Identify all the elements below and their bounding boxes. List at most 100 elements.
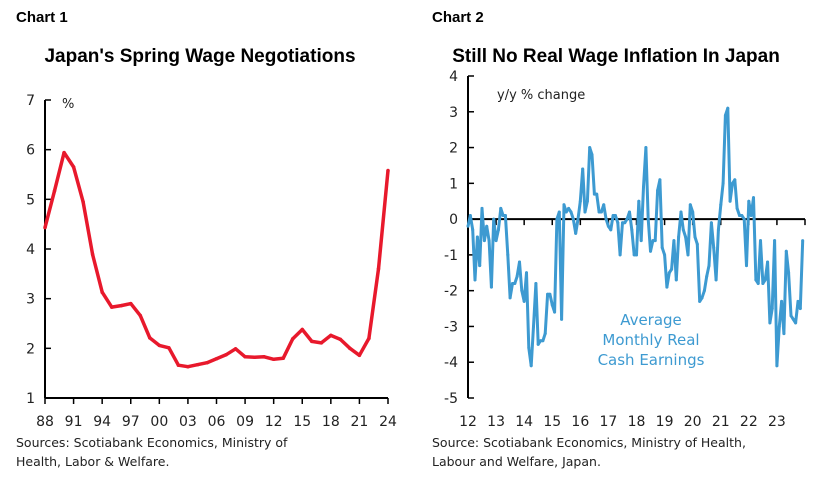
data-point xyxy=(742,217,746,221)
data-point xyxy=(609,228,613,232)
data-point xyxy=(510,282,514,286)
data-point xyxy=(688,203,692,207)
data-point xyxy=(62,150,66,155)
data-point xyxy=(735,206,739,210)
data-point xyxy=(716,228,720,232)
data-point xyxy=(319,341,324,345)
data-point xyxy=(581,167,585,171)
data-point xyxy=(632,253,636,257)
data-point xyxy=(376,267,381,271)
x-tick-label: 88 xyxy=(36,414,54,430)
data-point xyxy=(752,196,756,200)
x-tick-label: 12 xyxy=(459,414,477,430)
x-tick-label: 09 xyxy=(236,414,254,430)
data-point xyxy=(546,292,550,296)
data-point xyxy=(271,357,276,362)
y-tick-label: 7 xyxy=(26,93,35,109)
data-point xyxy=(329,333,333,338)
data-point xyxy=(550,303,554,307)
data-point xyxy=(157,343,162,348)
data-point xyxy=(508,296,512,300)
data-point xyxy=(642,185,646,189)
data-point xyxy=(611,214,615,218)
data-point xyxy=(623,221,627,225)
data-point xyxy=(520,289,524,293)
data-point xyxy=(564,210,568,214)
data-point xyxy=(541,339,545,343)
y-tick-label: 2 xyxy=(449,141,458,157)
data-point xyxy=(386,168,390,173)
chart1-header: Chart 1 xyxy=(16,9,68,26)
data-point xyxy=(487,239,491,243)
data-point xyxy=(791,317,795,321)
x-tick-label: 94 xyxy=(93,414,111,430)
data-point xyxy=(635,253,638,257)
x-tick-label: 19 xyxy=(656,414,674,430)
chart2-unit-label: y/y % change xyxy=(497,88,585,103)
data-point xyxy=(620,221,624,225)
data-point xyxy=(167,346,171,350)
data-point xyxy=(100,290,104,294)
data-point xyxy=(801,239,805,243)
x-tick-label: 03 xyxy=(179,414,197,430)
data-point xyxy=(613,214,617,218)
data-point xyxy=(665,285,669,289)
data-point xyxy=(784,249,788,253)
data-point xyxy=(529,364,533,368)
data-point xyxy=(782,332,786,336)
x-tick-label: 20 xyxy=(684,414,702,430)
data-point xyxy=(700,296,704,300)
data-point xyxy=(489,285,493,289)
series-label-line3: Cash Earnings xyxy=(598,351,705,369)
x-tick-label: 15 xyxy=(543,414,561,430)
data-point xyxy=(496,228,500,232)
data-point xyxy=(794,321,798,325)
data-point xyxy=(651,239,655,243)
data-point xyxy=(536,342,540,346)
data-point xyxy=(723,113,727,117)
data-point xyxy=(754,278,758,282)
data-point xyxy=(592,192,596,196)
data-point xyxy=(789,314,793,318)
data-point xyxy=(693,235,697,239)
data-point xyxy=(616,221,620,225)
data-point xyxy=(513,282,517,286)
data-point xyxy=(224,353,228,357)
x-tick-label: 14 xyxy=(515,414,533,430)
data-point xyxy=(534,282,538,286)
data-point xyxy=(560,317,564,321)
data-point xyxy=(686,253,690,257)
y-tick-label: -4 xyxy=(444,355,458,371)
data-point xyxy=(186,364,190,369)
data-point xyxy=(517,260,521,264)
chart2-header: Chart 2 xyxy=(432,9,484,26)
x-tick-label: 06 xyxy=(208,414,226,430)
data-point xyxy=(571,217,575,221)
data-point xyxy=(252,355,257,360)
data-point xyxy=(262,355,266,359)
data-point xyxy=(576,217,580,221)
data-point xyxy=(712,246,716,250)
data-point xyxy=(138,313,143,318)
data-point xyxy=(310,339,314,344)
data-point xyxy=(553,310,557,314)
data-point xyxy=(585,199,589,203)
data-point xyxy=(578,199,582,203)
x-tick-label: 12 xyxy=(265,414,283,430)
data-point xyxy=(595,192,599,196)
data-point xyxy=(119,303,123,308)
data-point xyxy=(740,214,744,218)
data-point xyxy=(604,217,608,221)
data-point xyxy=(590,153,594,157)
data-point xyxy=(300,327,304,332)
data-point xyxy=(798,307,802,311)
data-point xyxy=(637,199,641,203)
data-point xyxy=(478,264,482,268)
data-point xyxy=(338,337,343,342)
data-point xyxy=(348,346,352,351)
data-point xyxy=(681,228,685,232)
data-point xyxy=(233,347,238,351)
